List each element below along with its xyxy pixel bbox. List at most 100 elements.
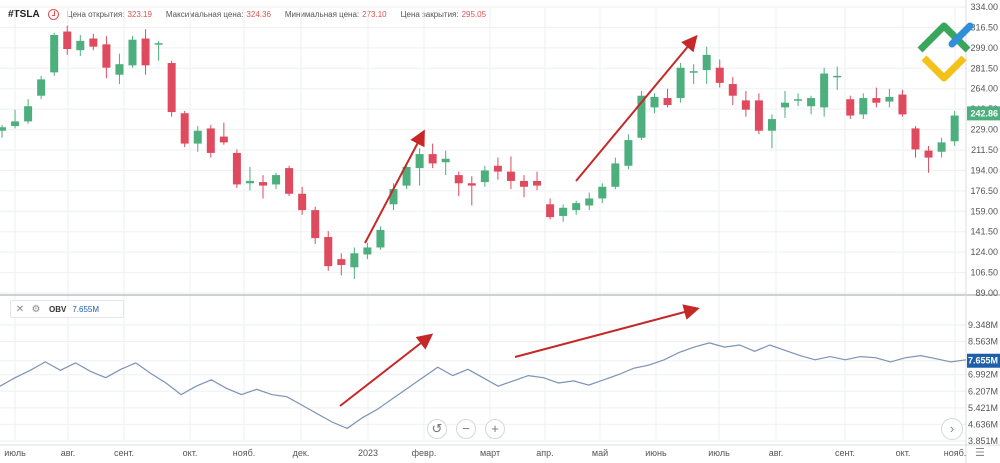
reset-icon[interactable]: ↺: [427, 419, 447, 439]
current-price-tag: [967, 106, 1000, 121]
close-icon[interactable]: ✕: [15, 303, 25, 315]
candle-body: [859, 98, 868, 115]
candle-body: [154, 43, 163, 45]
ohlc-header: #TSLA Цена открытия: 323.19 Максимальная…: [8, 6, 500, 22]
candle-body: [285, 168, 294, 194]
candle-body: [911, 128, 920, 150]
price-tick-label: 141.50: [970, 227, 998, 237]
candle-body: [206, 128, 215, 153]
candle-body: [520, 180, 528, 187]
x-tick-label: июль: [708, 448, 730, 458]
candle-body: [546, 204, 555, 218]
price-tick-label: 299.00: [970, 43, 998, 53]
chevron-right-icon[interactable]: ›: [941, 418, 963, 440]
candle-body: [298, 193, 307, 211]
candle-body: [598, 186, 607, 199]
candle-body: [0, 127, 6, 131]
x-tick-label: авг.: [61, 448, 75, 458]
candle-body: [924, 150, 933, 158]
x-tick-label: сент.: [114, 448, 134, 458]
current-price-label: 242.86: [970, 108, 998, 118]
symbol-label[interactable]: #TSLA: [8, 8, 40, 20]
candle-body: [885, 96, 894, 102]
x-tick-label: 2023: [358, 448, 378, 458]
gear-icon[interactable]: ⚙: [31, 303, 41, 315]
candle-body: [480, 170, 489, 183]
candle-body: [415, 154, 424, 169]
candle-body: [259, 182, 267, 186]
candle-body: [663, 98, 672, 106]
candle-body: [272, 175, 281, 185]
clock-icon[interactable]: [47, 8, 59, 20]
price-tick-label: 281.50: [970, 63, 998, 73]
candle-body: [102, 44, 111, 68]
candle-body: [506, 171, 515, 181]
x-tick-label: нояб.: [233, 448, 256, 458]
logo-mark: [917, 22, 971, 53]
current-obv-tag: [967, 353, 1000, 368]
high-label: Максимальная цена:: [165, 9, 244, 19]
settings-icon[interactable]: ☰: [975, 447, 985, 459]
candle-body: [89, 38, 98, 47]
price-tick-label: 159.00: [970, 206, 998, 216]
candle-body: [245, 180, 254, 184]
x-tick-label: сент.: [835, 448, 855, 458]
zoom-out-button[interactable]: −: [456, 419, 476, 439]
price-tick-label: 194.00: [970, 165, 998, 175]
candle-body: [311, 210, 320, 239]
high-value: 324.36: [246, 9, 271, 19]
close-value: 295.05: [461, 9, 487, 19]
candle-body: [872, 98, 881, 103]
candle-body: [232, 152, 241, 185]
candle-body: [754, 100, 763, 131]
candle-body: [389, 189, 398, 205]
logo-mark: [921, 55, 967, 82]
price-tick-label: 334.00: [970, 2, 998, 12]
obv-tick-label: 8.563M: [968, 337, 998, 347]
candle-body: [441, 158, 450, 163]
low-value: 273.10: [362, 9, 387, 19]
candle-body: [807, 98, 816, 107]
candle-body: [50, 35, 59, 73]
candle-body: [467, 183, 476, 186]
open-label: Цена открытия:: [66, 9, 125, 19]
candle-body: [76, 40, 85, 51]
candle-body: [624, 140, 633, 166]
x-tick-label: дек.: [293, 448, 310, 458]
candle-body: [37, 79, 46, 96]
price-tick-label: 264.00: [970, 84, 998, 94]
candle-body: [167, 63, 176, 113]
trend-arrow: [339, 333, 434, 407]
candle-body: [141, 38, 150, 66]
obv-tick-label: 9.348M: [968, 320, 998, 330]
price-tick-label: 89.00: [975, 288, 998, 298]
candle-body: [493, 165, 502, 172]
candle-body: [11, 121, 20, 127]
candle-body: [689, 71, 698, 73]
close-label: Цена закрытия:: [400, 9, 459, 19]
x-tick-label: окт.: [183, 448, 198, 458]
price-tick-label: 176.50: [970, 186, 998, 196]
open-value: 323.19: [127, 9, 152, 19]
trend-arrow: [575, 34, 698, 182]
candle-body: [454, 175, 463, 184]
obv-tick-label: 6.207M: [968, 386, 998, 396]
trend-arrow: [364, 129, 425, 244]
price-tick-label: 124.00: [970, 247, 998, 257]
candle-body: [376, 229, 385, 248]
candle-body: [937, 142, 946, 152]
candle-body: [715, 67, 724, 83]
price-tick-label: 106.50: [970, 268, 998, 278]
obv-tick-label: 6.992M: [968, 370, 998, 380]
obv-tick-label: 3.851M: [968, 436, 998, 446]
candle-body: [324, 236, 333, 267]
zoom-in-button[interactable]: +: [485, 419, 505, 439]
candle-body: [115, 64, 124, 75]
x-tick-label: май: [592, 448, 608, 458]
x-tick-label: февр.: [412, 448, 437, 458]
x-tick-label: июль: [4, 448, 26, 458]
candle-body: [180, 113, 189, 144]
current-obv-label: 7.655M: [968, 356, 998, 366]
